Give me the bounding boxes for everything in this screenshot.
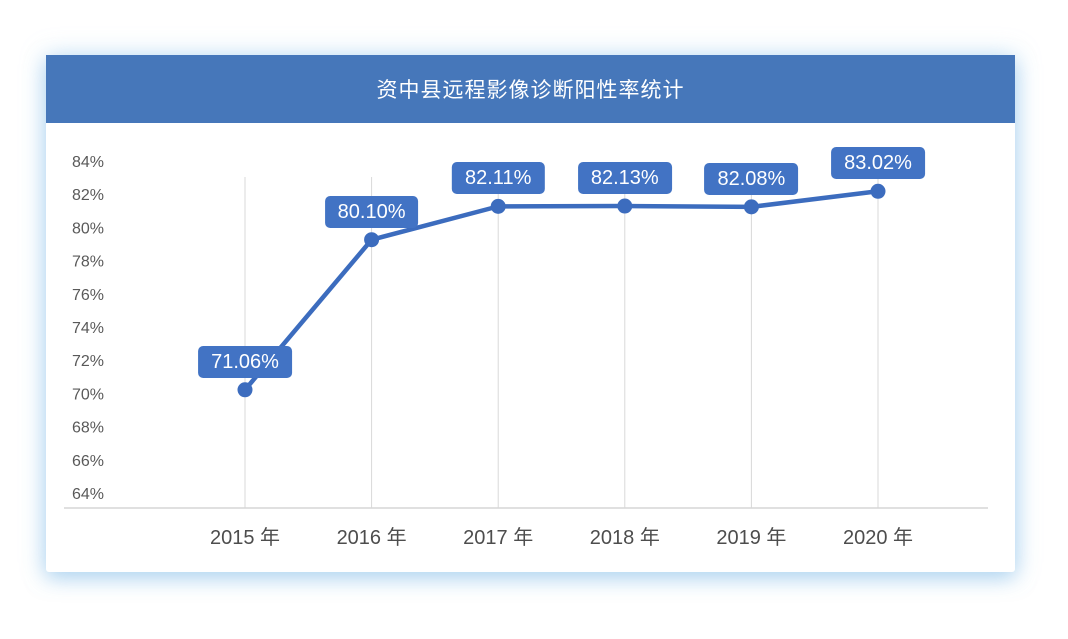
data-label: 83.02% xyxy=(831,147,925,180)
chart-title: 资中县远程影像诊断阳性率统计 xyxy=(376,79,685,102)
data-point xyxy=(364,232,380,248)
data-label: 71.06% xyxy=(198,345,292,378)
y-tick-label: 82% xyxy=(72,187,104,204)
y-tick-label: 74% xyxy=(72,320,104,337)
data-point xyxy=(237,382,253,398)
data-label: 80.10% xyxy=(324,195,419,228)
x-tick-label: 2017 年 xyxy=(463,526,533,549)
y-tick-label: 78% xyxy=(72,254,104,271)
y-tick-label: 68% xyxy=(72,420,104,437)
data-label: 82.08% xyxy=(704,162,799,195)
chart-plot-area: 2015 年 2016 年 2017 年 2018 年 2019 年 2020 年 84% 8… xyxy=(64,154,988,549)
y-tick-label: 64% xyxy=(72,486,104,503)
x-tick-label: 2016 年 xyxy=(337,526,407,549)
data-label: 82.11% xyxy=(452,162,545,195)
y-tick-label: 76% xyxy=(72,287,104,304)
y-tick-label: 66% xyxy=(72,453,104,470)
data-point xyxy=(870,183,886,199)
data-label: 82.13% xyxy=(577,162,672,195)
y-tick-label: 80% xyxy=(72,220,104,237)
x-tick-label: 2015 年 xyxy=(210,526,280,549)
data-point xyxy=(490,198,506,214)
chart-title-bar: 资中县远程影像诊断阳性率统计 xyxy=(46,55,1015,123)
line-series xyxy=(242,189,881,393)
x-tick-label: 2020 年 xyxy=(843,526,913,549)
x-tick-label: 2018 年 xyxy=(590,526,660,549)
y-tick-label: 84% xyxy=(72,154,104,171)
y-tick-label: 70% xyxy=(72,386,104,403)
y-tick-label: 72% xyxy=(72,353,104,370)
line-chart: 2015 年 2016 年 2017 年 2018 年 2019 年 2020 年 84% 8… xyxy=(46,123,1015,572)
data-point xyxy=(743,199,759,215)
data-point xyxy=(617,198,633,214)
x-tick-label: 2019 年 xyxy=(716,526,786,549)
